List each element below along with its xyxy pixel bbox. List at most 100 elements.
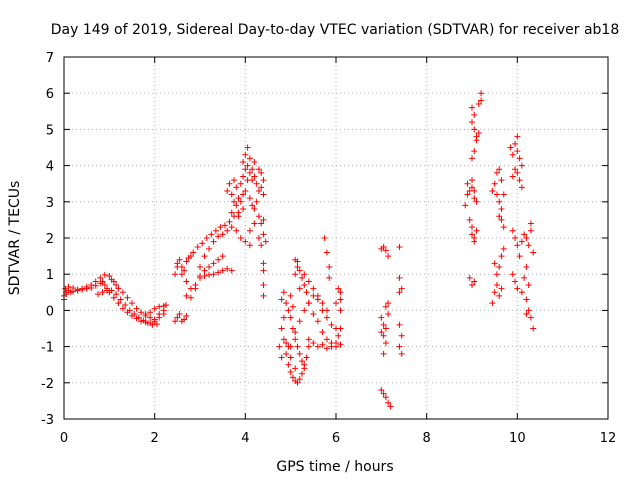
data-point: [299, 370, 305, 377]
data-point: [521, 231, 528, 238]
data-point: [518, 289, 525, 296]
data-point: [396, 244, 403, 251]
data-point: [131, 311, 138, 318]
y-tick-label: 4: [46, 160, 54, 175]
data-point: [382, 303, 389, 310]
data-point: [228, 209, 235, 216]
data-point: [237, 198, 244, 205]
data-point: [516, 177, 523, 184]
data-points: [61, 90, 537, 410]
data-point: [296, 376, 303, 383]
data-point: [296, 350, 303, 357]
data-point: [296, 318, 303, 325]
data-point: [512, 166, 519, 173]
data-point: [79, 286, 86, 293]
data-point: [283, 339, 290, 346]
data-point: [323, 336, 330, 343]
data-point: [475, 130, 482, 137]
data-point: [493, 169, 500, 176]
data-point: [181, 267, 188, 274]
data-point: [514, 285, 521, 292]
data-point: [224, 187, 231, 194]
data-point: [471, 187, 478, 194]
data-point: [231, 198, 237, 205]
data-point: [251, 158, 258, 165]
data-point: [210, 271, 217, 278]
data-point: [133, 305, 140, 312]
data-point: [226, 180, 233, 187]
data-point: [219, 231, 226, 238]
data-point: [235, 195, 242, 202]
x-tick-label: 6: [332, 431, 340, 446]
data-point: [398, 350, 405, 357]
data-point: [217, 224, 224, 231]
data-point: [203, 235, 210, 241]
data-point: [493, 282, 500, 289]
data-point: [258, 220, 265, 227]
data-point: [466, 274, 473, 281]
data-point: [124, 294, 131, 301]
data-point: [278, 296, 285, 303]
data-point: [244, 162, 251, 169]
data-point: [192, 285, 199, 292]
data-point: [493, 191, 500, 198]
data-point: [337, 341, 344, 348]
data-point: [101, 282, 108, 289]
data-point: [115, 285, 122, 292]
data-point: [314, 343, 321, 350]
data-point: [469, 104, 475, 111]
data-point: [106, 273, 113, 280]
data-point: [496, 166, 503, 173]
data-point: [380, 332, 387, 339]
data-point: [301, 307, 308, 314]
data-point: [527, 314, 534, 321]
data-point: [283, 300, 290, 307]
data-point: [471, 195, 478, 202]
y-tick-label: -2: [41, 377, 54, 392]
y-tick-label: 3: [46, 196, 54, 211]
data-point: [99, 289, 106, 296]
data-point: [280, 336, 287, 343]
data-point: [176, 311, 183, 318]
axis-ticks: [63, 56, 609, 420]
data-point: [512, 278, 519, 285]
data-point: [260, 177, 267, 184]
data-point: [523, 235, 530, 241]
data-point: [294, 263, 301, 270]
data-point: [471, 278, 478, 285]
data-point: [471, 148, 478, 155]
data-point: [246, 169, 253, 176]
data-point: [260, 267, 267, 274]
data-point: [378, 387, 385, 394]
data-point: [319, 341, 326, 348]
data-point: [233, 184, 240, 191]
data-point: [305, 336, 312, 343]
y-tick-labels: -3 -2 -1 0 1 2 3 4 5 6 7: [41, 51, 54, 428]
data-point: [469, 119, 475, 126]
data-point: [240, 206, 247, 213]
data-point: [149, 321, 156, 328]
data-point: [337, 289, 344, 296]
data-point: [260, 216, 267, 223]
data-point: [178, 271, 185, 278]
data-point: [260, 260, 267, 267]
data-point: [262, 238, 269, 245]
y-tick-label: 5: [46, 123, 54, 138]
data-point: [215, 269, 222, 276]
data-point: [249, 202, 256, 209]
data-point: [287, 368, 294, 375]
data-point: [530, 325, 537, 332]
data-point: [380, 390, 387, 397]
x-tick-label: 4: [241, 431, 249, 446]
data-point: [228, 191, 235, 198]
data-point: [172, 318, 179, 325]
x-tick-label: 12: [600, 431, 617, 446]
data-point: [469, 155, 475, 162]
data-point: [233, 227, 240, 234]
data-point: [382, 325, 389, 332]
data-point: [305, 300, 312, 307]
data-point: [197, 263, 203, 270]
data-point: [201, 273, 208, 280]
data-point: [260, 191, 267, 198]
data-point: [507, 144, 514, 151]
